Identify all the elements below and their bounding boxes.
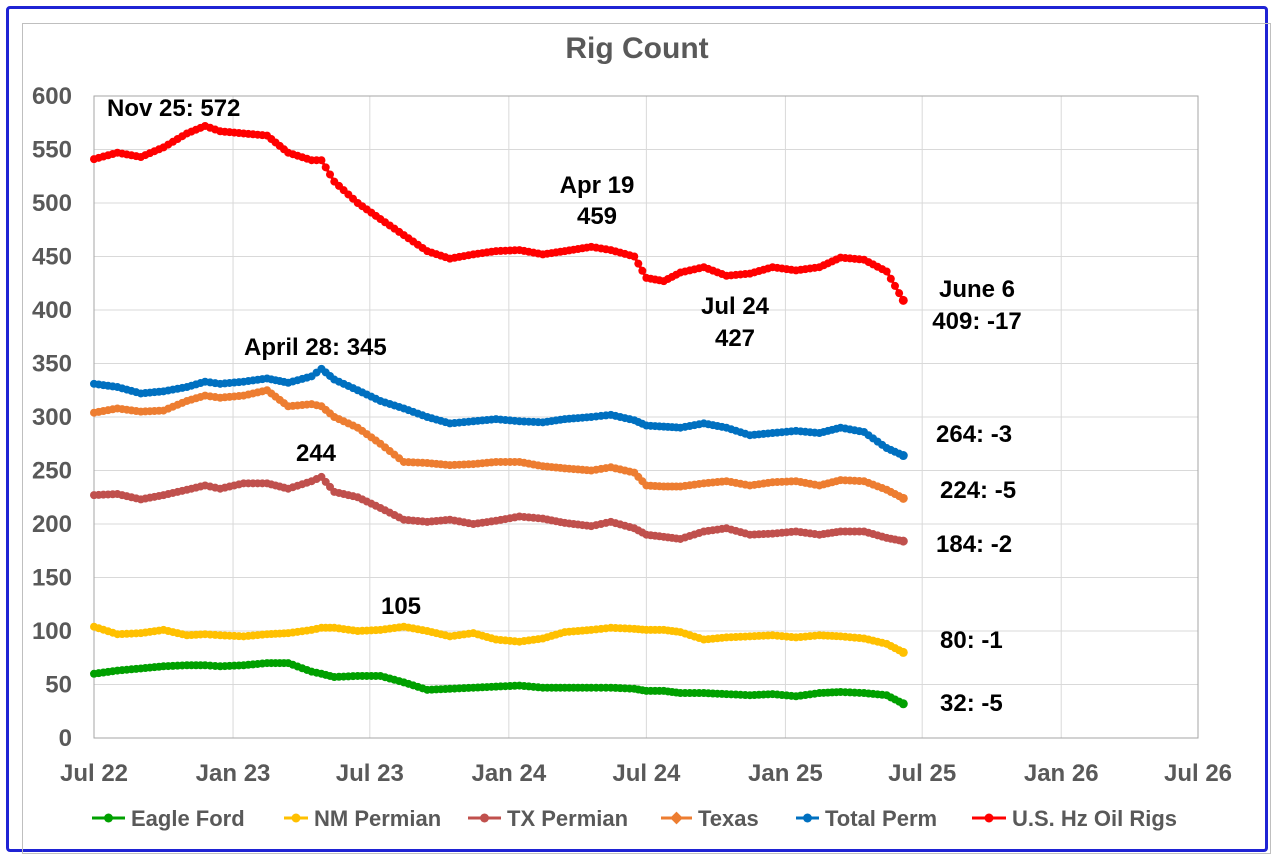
annotation-label: 32: -5 xyxy=(940,690,1003,717)
x-tick-label: Jul 25 xyxy=(888,760,956,787)
x-tick-label: Jul 24 xyxy=(612,760,681,787)
series-total-perm xyxy=(90,364,908,461)
plot-area-border xyxy=(93,95,1199,739)
legend: Eagle Ford NM Permian TX Permian Texas Total… xyxy=(92,806,1177,831)
data-point xyxy=(317,156,326,165)
series-eagle-ford xyxy=(90,659,908,709)
y-tick-label: 450 xyxy=(32,244,72,271)
x-tick-label: Jul 22 xyxy=(60,760,128,787)
annotation-label: April 28: 345 xyxy=(244,334,387,361)
data-point xyxy=(630,252,639,261)
legend-label: U.S. Hz Oil Rigs xyxy=(1012,806,1177,831)
series-nm-permian xyxy=(90,622,908,657)
x-tick-label: Jan 24 xyxy=(471,760,546,787)
data-point xyxy=(898,295,908,305)
legend-label: Total Perm xyxy=(825,806,937,831)
data-point xyxy=(638,266,647,275)
annotation-label: Nov 25: 572 xyxy=(107,95,240,122)
y-tick-label: 0 xyxy=(59,725,72,752)
data-point xyxy=(898,451,908,461)
series-tx-permian xyxy=(90,472,908,546)
legend-item: Texas xyxy=(661,806,759,831)
x-tick-label: Jan 23 xyxy=(196,760,271,787)
legend-label: Texas xyxy=(698,806,759,831)
data-point xyxy=(898,493,908,503)
annotation-label: 184: -2 xyxy=(936,531,1012,558)
legend-swatch-marker xyxy=(480,813,489,823)
x-tick-label: Jan 26 xyxy=(1024,760,1099,787)
x-tick-label: Jan 25 xyxy=(748,760,823,787)
data-point xyxy=(886,274,895,283)
annotation-label: Apr 19 xyxy=(560,172,635,199)
x-tick-label: Jul 26 xyxy=(1164,760,1232,787)
axes: 0 50 100 150 200 250 300 350 400 450 500 550 600 Jul … xyxy=(32,83,1232,787)
y-tick-label: 50 xyxy=(45,672,72,699)
annotation-label: Jul 24 xyxy=(701,293,770,320)
legend-label: Eagle Ford xyxy=(131,806,245,831)
legend-swatch-marker xyxy=(291,813,301,823)
legend-item: U.S. Hz Oil Rigs xyxy=(972,806,1177,831)
series-line xyxy=(93,124,905,302)
annotation-label: 409: -17 xyxy=(932,308,1021,335)
annotation-label: 80: -1 xyxy=(940,627,1003,654)
data-point xyxy=(882,267,891,276)
data-point xyxy=(634,259,643,268)
y-tick-label: 400 xyxy=(32,297,72,324)
y-tick-label: 300 xyxy=(32,404,72,431)
chart-frame xyxy=(6,6,1271,854)
data-point xyxy=(890,281,899,290)
chart-title: Rig Count xyxy=(565,32,708,65)
annotation-label: 244 xyxy=(296,440,337,467)
data-point xyxy=(321,163,330,172)
data-point xyxy=(898,699,908,709)
series-u-s-hz-oil-rigs xyxy=(90,121,908,305)
annotation-label: 427 xyxy=(715,325,755,352)
y-tick-label: 200 xyxy=(32,511,72,538)
legend-swatch-marker xyxy=(104,813,113,823)
annotations: Nov 25: 572 Apr 19 459 Jul 24 427 June 6 409: … xyxy=(107,95,1022,717)
legend-item: Total Perm xyxy=(796,806,937,831)
y-tick-label: 600 xyxy=(32,83,72,110)
legend-swatch-marker xyxy=(670,811,683,825)
y-tick-label: 250 xyxy=(32,458,72,485)
y-tick-label: 100 xyxy=(32,618,72,645)
legend-label: NM Permian xyxy=(314,806,441,831)
legend-item: Eagle Ford xyxy=(92,806,245,831)
annotation-label: 224: -5 xyxy=(940,477,1016,504)
legend-swatch-marker xyxy=(984,813,994,823)
series-lines xyxy=(90,121,908,709)
annotation-label: 105 xyxy=(381,593,421,620)
data-point xyxy=(898,536,908,546)
y-tick-label: 500 xyxy=(32,190,72,217)
x-tick-label: Jul 23 xyxy=(336,760,404,787)
y-tick-label: 350 xyxy=(32,351,72,378)
y-tick-label: 150 xyxy=(32,565,72,592)
legend-swatch-marker xyxy=(803,813,812,823)
series-texas xyxy=(90,386,908,503)
data-point xyxy=(895,289,904,298)
data-point xyxy=(898,647,908,657)
chart-inner-border xyxy=(22,23,1271,854)
legend-item: TX Permian xyxy=(468,806,628,831)
annotation-label: 459 xyxy=(577,203,617,230)
annotation-label: June 6 xyxy=(939,276,1015,303)
data-point xyxy=(326,170,335,179)
legend-item: NM Permian xyxy=(284,806,441,831)
annotation-label: 264: -3 xyxy=(936,421,1012,448)
grid xyxy=(93,95,1199,739)
y-tick-label: 550 xyxy=(32,137,72,164)
legend-label: TX Permian xyxy=(507,806,628,831)
